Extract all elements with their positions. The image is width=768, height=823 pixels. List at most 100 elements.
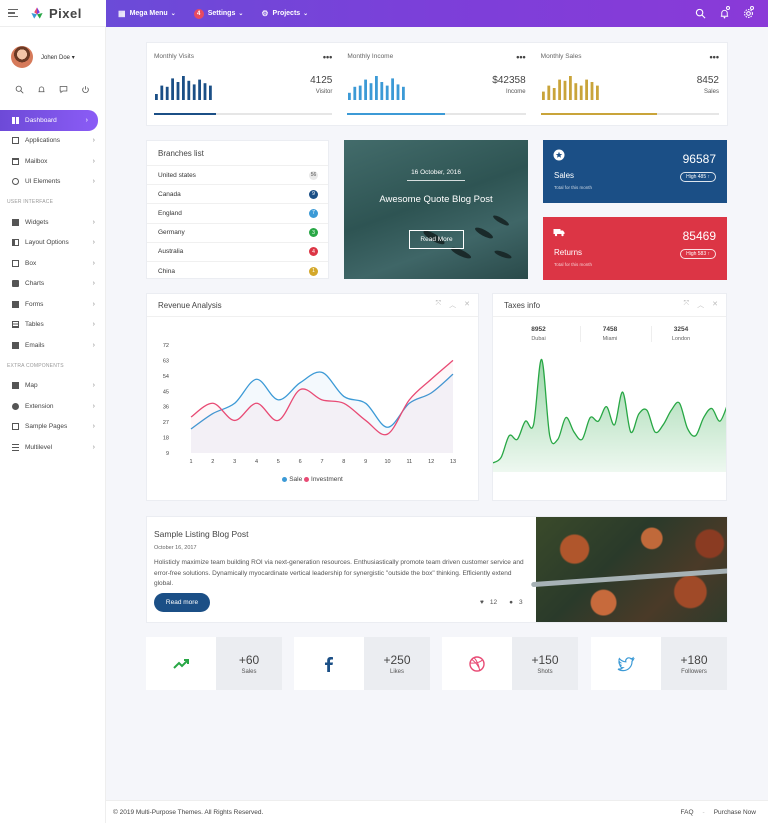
legend-dot [304,476,310,482]
spark-bar [563,80,567,100]
comment-icon[interactable]: ● [509,599,514,606]
logo-icon[interactable] [30,6,44,20]
collapse-icon[interactable]: ︿ [449,302,457,309]
x-tick-label: 12 [428,459,434,465]
x-tick-label: 10 [384,459,390,465]
y-tick-label: 27 [163,420,169,426]
x-tick-label: 7 [320,459,323,465]
branch-row[interactable]: Australia 4 [147,241,328,261]
sidebar-item-extension[interactable]: Extension › [0,396,105,417]
sidebar-item-emails[interactable]: Emails › [0,335,105,356]
sales-value: 96587 [682,152,716,166]
social-value: +180 [680,652,708,667]
section-user-interface: USER INTERFACE [7,199,54,205]
chevron-right-icon: › [92,321,95,329]
spark-bar [203,83,207,100]
stat-monthly-visits: Monthly Visits ••• 4125 Visitor [147,43,340,125]
x-tick-label: 8 [342,459,345,465]
sidebar-item-label: Emails [25,341,45,349]
multilevel-icon [12,443,19,451]
y-tick-label: 72 [163,343,169,349]
power-icon[interactable] [81,85,90,94]
menu-toggle-icon[interactable] [8,9,18,17]
layout-icon [12,239,19,247]
close-icon[interactable]: ✕ [464,301,470,308]
chevron-right-icon: › [92,402,95,410]
legend-item-investment[interactable]: Investment [304,476,343,483]
twitter-icon[interactable] [591,637,661,690]
trend-up-icon[interactable] [146,637,216,690]
expand-icon[interactable]: ⤧ [435,300,442,307]
stat-label: Income [505,89,526,95]
settings-dot [750,6,754,10]
branch-name: China [158,267,175,275]
sidebar-item-applications[interactable]: Applications › [0,131,105,152]
search-icon[interactable] [688,8,712,19]
sidebar-item-tables[interactable]: Tables › [0,315,105,336]
sidebar-item-dashboard[interactable]: Dashboard › [0,110,98,131]
sidebar-item-ui-elements[interactable]: UI Elements › [0,172,105,193]
sidebar-item-forms[interactable]: Forms › [0,294,105,315]
visits-bar-chart [155,76,212,100]
dribbble-icon[interactable] [442,637,512,690]
listing-title[interactable]: Sample Listing Blog Post [154,529,249,539]
top-nav: ▦ Mega Menu ⌄ 4 Settings ⌄ ⚙ Projects ⌄ [106,0,768,27]
spark-bar [209,85,212,100]
branch-row[interactable]: China 1 [147,260,328,280]
expand-icon[interactable]: ⤧ [683,300,690,307]
sidebar-item-box[interactable]: Box › [0,253,105,274]
more-options-icon[interactable]: ••• [516,52,526,62]
branch-row[interactable]: United states 56 [147,165,328,184]
mega-menu[interactable]: ▦ Mega Menu ⌄ [118,9,176,18]
sales-subtitle: Total for this month [554,185,593,190]
notification-bell-icon[interactable] [712,6,736,19]
avatar[interactable] [11,46,33,68]
more-options-icon[interactable]: ••• [709,52,719,62]
legend-item-sale[interactable]: Sale [282,476,302,483]
apps-icon [12,137,19,145]
branch-row[interactable]: England 7 [147,203,328,222]
heart-icon[interactable]: ♥ [480,599,484,606]
branch-row[interactable]: Germany 3 [147,222,328,242]
purchase-now-link[interactable]: Purchase Now [713,808,756,816]
more-options-icon[interactable]: ••• [322,52,333,62]
sidebar-item-map[interactable]: Map › [0,376,105,397]
spark-bar [348,92,352,100]
search-icon[interactable] [15,85,24,94]
sidebar-item-sample-pages[interactable]: Sample Pages › [0,417,105,438]
collapse-icon[interactable]: ︿ [697,302,705,309]
profile-name[interactable]: Johen Doe ▾ [41,54,75,61]
sidebar-item-label: Map [25,382,38,390]
spark-bar [541,91,545,100]
projects-menu[interactable]: ⚙ Projects ⌄ [261,9,308,18]
facebook-icon[interactable] [294,637,364,690]
chat-icon[interactable] [59,85,68,94]
bell-icon[interactable] [37,85,46,94]
faq-link[interactable]: FAQ [680,808,694,816]
chart-legend: Sale Investment [147,476,478,483]
settings-gear-icon[interactable] [736,6,760,19]
stat-progress-track [154,113,333,115]
read-more-button[interactable]: Read more [154,593,210,612]
x-tick-label: 2 [211,459,214,465]
footer-links: FAQ - Purchase Now [681,809,756,816]
close-icon[interactable]: ✕ [712,301,718,308]
tax-value: 8952 [531,326,546,333]
branch-count-badge: 7 [309,208,318,218]
read-more-button[interactable]: Read More [409,230,464,249]
sidebar-item-widgets[interactable]: Widgets › [0,212,105,233]
returns-pill-text: High 583 [686,251,707,257]
sidebar-item-charts[interactable]: Charts › [0,274,105,295]
spark-bar [182,76,185,100]
sidebar-item-layout-options[interactable]: Layout Options › [0,233,105,254]
listing-meta: ♥ 12 ● 3 [480,599,529,606]
settings-menu[interactable]: 4 Settings ⌄ [193,8,243,19]
brand-name[interactable]: Pixel [49,5,82,21]
sidebar-item-multilevel[interactable]: Multilevel › [0,437,105,458]
sidebar: Johen Doe ▾ Dashboard › Applications › M… [0,27,106,823]
sidebar-item-mailbox[interactable]: Mailbox › [0,151,105,172]
sidebar-item-label: Multilevel [25,443,53,451]
top-bar: Pixel ▦ Mega Menu ⌄ 4 Settings ⌄ ⚙ Proje… [0,0,768,27]
branch-row[interactable]: Canada 9 [147,184,328,203]
spark-bar [396,84,400,100]
